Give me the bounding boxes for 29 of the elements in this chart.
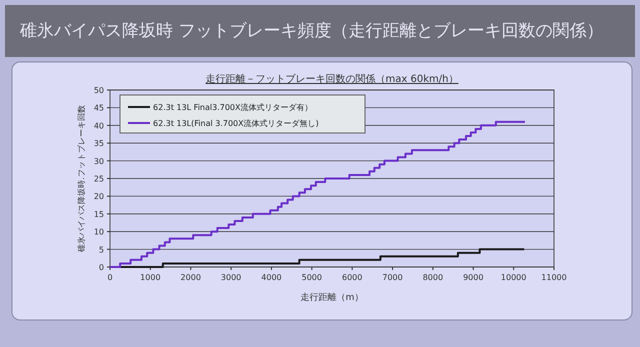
- x-tick-label: 9000: [463, 273, 484, 282]
- x-tick-label: 8000: [422, 273, 444, 282]
- y-tick-label: 25: [94, 174, 104, 184]
- x-tick-label: 6000: [342, 273, 362, 282]
- y-tick-label: 30: [94, 156, 104, 166]
- x-tick-label: 1000: [140, 273, 161, 282]
- legend-label: 62.3t 13L(Final 3.700X流体式リターダ無し): [153, 119, 319, 128]
- x-tick-label: 5000: [302, 273, 322, 282]
- y-tick-label: 0: [98, 263, 104, 272]
- y-tick-label: 10: [94, 228, 104, 237]
- chart-title: 碓氷バイパス降坂時 フットブレーキ頻度（走行距離とブレーキ回数の関係）: [19, 21, 604, 41]
- x-tick-label: 3000: [220, 273, 242, 282]
- y-tick-label: 20: [94, 192, 104, 202]
- y-tick-label: 15: [94, 210, 104, 219]
- x-tick-label: 7000: [382, 273, 403, 282]
- x-tick-label: 4000: [261, 273, 282, 282]
- x-tick-label: 2000: [180, 273, 201, 282]
- y-tick-label: 5: [98, 245, 104, 254]
- x-tick-label: 0: [107, 273, 113, 282]
- y-tick-label: 50: [94, 86, 104, 95]
- y-tick-label: 35: [94, 139, 104, 148]
- y-tick-label: 40: [94, 121, 104, 130]
- legend-label: 62.3t 13L Final3.700X流体式リターダ有）: [153, 103, 312, 112]
- x-tick-label: 11000: [541, 273, 567, 282]
- y-tick-label: 45: [94, 104, 104, 113]
- y-axis-title: 碓氷バイパス降坂時.フットブレーキ回数: [77, 105, 86, 253]
- x-tick-label: 10000: [500, 273, 526, 282]
- chart-subtitle: 走行距離－フットブレーキ回数の関係（max 60km/h）: [206, 73, 458, 85]
- x-axis-title: 走行距離（m）: [300, 292, 364, 303]
